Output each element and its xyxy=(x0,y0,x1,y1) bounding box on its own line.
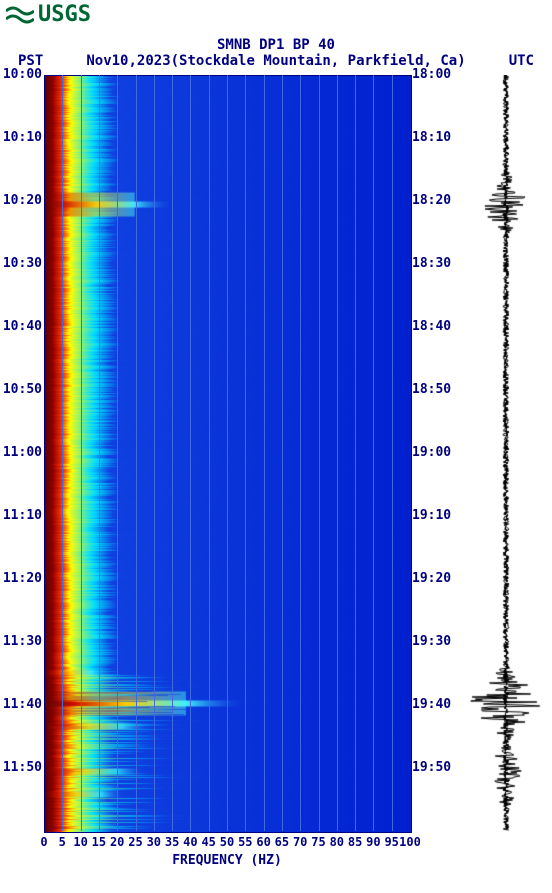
freq-gridline xyxy=(245,75,246,831)
freq-tick-label: 45 xyxy=(201,835,215,849)
pst-tick-label: 11:10 xyxy=(0,508,42,523)
utc-tick-label: 18:40 xyxy=(412,319,451,334)
freq-gridline xyxy=(264,75,265,831)
freq-tick-label: 50 xyxy=(220,835,234,849)
pst-tick-label: 10:40 xyxy=(0,319,42,334)
freq-gridline xyxy=(392,75,393,831)
utc-tick-label: 18:10 xyxy=(412,130,451,145)
freq-gridline xyxy=(319,75,320,831)
freq-tick-label: 15 xyxy=(92,835,106,849)
freq-tick-label: 100 xyxy=(399,835,421,849)
plot-area: 10:0010:1010:2010:3010:4010:5011:0011:10… xyxy=(0,75,552,875)
freq-gridline xyxy=(373,75,374,831)
pst-tick-label: 11:00 xyxy=(0,445,42,460)
freq-tick-label: 70 xyxy=(293,835,307,849)
pst-tick-label: 11:40 xyxy=(0,697,42,712)
freq-gridline xyxy=(355,75,356,831)
freq-gridline xyxy=(154,75,155,831)
freq-tick-label: 95 xyxy=(384,835,398,849)
usgs-logo-text: USGS xyxy=(38,2,91,27)
freq-gridline xyxy=(81,75,82,831)
freq-tick-label: 25 xyxy=(128,835,142,849)
utc-tick-label: 19:10 xyxy=(412,508,451,523)
utc-tick-label: 19:00 xyxy=(412,445,451,460)
freq-tick-label: 60 xyxy=(256,835,270,849)
freq-tick-label: 75 xyxy=(311,835,325,849)
freq-tick-label: 10 xyxy=(73,835,87,849)
utc-tick-label: 18:20 xyxy=(412,193,451,208)
freq-tick-label: 20 xyxy=(110,835,124,849)
freq-tick-label: 85 xyxy=(348,835,362,849)
freq-tick-label: 55 xyxy=(238,835,252,849)
date-station-label: Nov10,2023(Stockdale Mountain, Parkfield… xyxy=(86,53,465,69)
freq-gridline xyxy=(300,75,301,831)
freq-gridline xyxy=(136,75,137,831)
utc-tick-label: 19:30 xyxy=(412,634,451,649)
xaxis-title: FREQUENCY (HZ) xyxy=(44,853,410,868)
pst-tick-label: 10:10 xyxy=(0,130,42,145)
freq-tick-label: 80 xyxy=(330,835,344,849)
freq-gridline xyxy=(227,75,228,831)
freq-gridline xyxy=(117,75,118,831)
freq-tick-label: 35 xyxy=(165,835,179,849)
pst-tick-label: 11:20 xyxy=(0,571,42,586)
freq-gridline xyxy=(99,75,100,831)
usgs-logo: USGS xyxy=(0,0,552,29)
freq-tick-label: 90 xyxy=(366,835,380,849)
freq-tick-label: 30 xyxy=(147,835,161,849)
freq-gridline xyxy=(172,75,173,831)
pst-tick-label: 11:30 xyxy=(0,634,42,649)
seismogram-canvas xyxy=(470,75,542,831)
usgs-wave-icon xyxy=(6,5,34,25)
freq-tick-label: 5 xyxy=(59,835,66,849)
pst-tick-label: 11:50 xyxy=(0,760,42,775)
utc-tick-label: 19:20 xyxy=(412,571,451,586)
utc-tick-label: 19:40 xyxy=(412,697,451,712)
freq-tick-label: 40 xyxy=(183,835,197,849)
freq-gridline xyxy=(337,75,338,831)
right-tz-label: UTC xyxy=(509,53,534,69)
freq-tick-label: 0 xyxy=(40,835,47,849)
pst-tick-label: 10:30 xyxy=(0,256,42,271)
pst-tick-label: 10:50 xyxy=(0,382,42,397)
freq-tick-label: 65 xyxy=(275,835,289,849)
chart-title: SMNB DP1 BP 40 xyxy=(0,37,552,53)
utc-tick-label: 18:50 xyxy=(412,382,451,397)
freq-gridline xyxy=(282,75,283,831)
utc-tick-label: 18:00 xyxy=(412,67,451,82)
utc-tick-label: 18:30 xyxy=(412,256,451,271)
freq-gridline xyxy=(62,75,63,831)
utc-tick-label: 19:50 xyxy=(412,760,451,775)
pst-tick-label: 10:20 xyxy=(0,193,42,208)
freq-gridline xyxy=(190,75,191,831)
pst-tick-label: 10:00 xyxy=(0,67,42,82)
freq-gridline xyxy=(209,75,210,831)
chart-subtitle-row: PST Nov10,2023(Stockdale Mountain, Parkf… xyxy=(0,53,552,69)
